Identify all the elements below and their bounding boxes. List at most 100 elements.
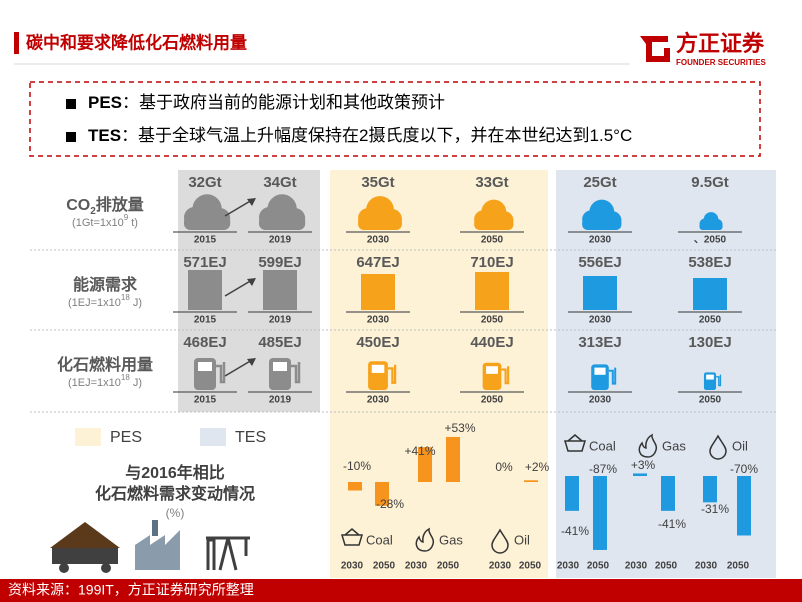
- cell-year: 2015: [194, 395, 217, 406]
- cell-value: 468EJ: [183, 334, 226, 351]
- row-label-part: CO: [66, 197, 90, 214]
- change-bar: [446, 436, 460, 482]
- cell-year: 2030: [367, 315, 390, 326]
- coal-cart-icon: [563, 434, 587, 452]
- cloud-part: [259, 215, 306, 230]
- trend-arrow: [224, 199, 253, 217]
- row-unit: (1EJ=1x1018 J): [68, 373, 142, 389]
- change-label: -70%: [730, 462, 758, 476]
- change-bar: [524, 480, 538, 482]
- pump-hose: [501, 366, 510, 385]
- change-label: -87%: [589, 462, 617, 476]
- pump-hose: [716, 374, 722, 387]
- block: [361, 274, 395, 310]
- change-label: -10%: [343, 459, 371, 473]
- cloud-icon: [259, 194, 306, 230]
- pump-hose: [291, 362, 301, 384]
- unit-part: (1EJ=1x10: [68, 297, 121, 309]
- year-label: 2050: [587, 561, 610, 572]
- change-bar: [633, 473, 647, 476]
- cloud-part: [358, 216, 402, 230]
- cell-value: 538EJ: [688, 254, 731, 271]
- row-label-sub: 2: [90, 206, 96, 217]
- cell-year: 、2050: [694, 235, 727, 246]
- unit-sup: 18: [121, 373, 130, 382]
- title-marker: [14, 32, 19, 54]
- arrow-head: [247, 198, 256, 206]
- legend-swatch: [75, 428, 101, 446]
- legend-label: TES: [235, 429, 266, 446]
- legend-label: PES: [110, 429, 142, 446]
- cell-value: 313EJ: [578, 334, 621, 351]
- fuel-label: Coal: [589, 438, 616, 453]
- change-bar: [375, 482, 389, 506]
- change-label: 0%: [495, 460, 513, 474]
- year-label: 2030: [405, 561, 428, 572]
- cell-value: 556EJ: [578, 254, 621, 271]
- block: [188, 270, 222, 310]
- fuel-pump-icon: [703, 372, 722, 390]
- bullet: [66, 132, 76, 142]
- drop-icon: [491, 528, 509, 554]
- fuel-pump-icon: [368, 361, 397, 390]
- block: [263, 270, 297, 310]
- cell-value: 130EJ: [688, 334, 731, 351]
- factory-icon: [135, 530, 180, 570]
- row-unit: (1EJ=1x1018 J): [68, 293, 142, 309]
- fuel-label: Gas: [439, 532, 463, 547]
- cell-year: 2050: [481, 235, 504, 246]
- demand-block: [263, 270, 297, 310]
- arrow-head: [247, 278, 256, 286]
- change-bar: [703, 476, 717, 503]
- unit-sup: 9: [124, 213, 129, 222]
- cell-value: 647EJ: [356, 254, 399, 271]
- cell-value: 450EJ: [356, 334, 399, 351]
- demand-block: [583, 276, 617, 310]
- cell-year: 2030: [589, 395, 612, 406]
- row-label: CO2排放量: [66, 195, 144, 216]
- coal-cart-icon: [340, 528, 364, 546]
- change-bar: [565, 476, 579, 511]
- drop-icon: [709, 434, 727, 460]
- cell-value: 485EJ: [258, 334, 301, 351]
- cell-year: 2015: [194, 235, 217, 246]
- trend-arrow: [224, 279, 253, 297]
- change-label: -31%: [701, 502, 729, 516]
- cloud-icon: [474, 199, 514, 230]
- pump-window: [198, 362, 212, 371]
- year-label: 2050: [373, 561, 396, 572]
- comparison-title: 化石燃料需求变动情况: [95, 484, 255, 503]
- change-label: +2%: [525, 460, 550, 474]
- pump-window: [594, 367, 606, 375]
- cloud-part: [582, 217, 622, 230]
- cell-value: 32Gt: [188, 174, 221, 191]
- pump-window: [273, 362, 287, 371]
- change-label: +3%: [631, 458, 656, 472]
- cell-value: 571EJ: [183, 254, 226, 271]
- logo-name: 方正证券: [676, 31, 765, 56]
- coal-cart: [52, 548, 118, 564]
- cell-year: 2030: [589, 235, 612, 246]
- change-bar: [737, 476, 751, 536]
- cell-value: 25Gt: [583, 174, 616, 191]
- fuel-label: Gas: [662, 438, 686, 453]
- note-term: TES: [88, 126, 121, 145]
- comparison-title: 与2016年相比: [125, 463, 225, 482]
- cell-value: 440EJ: [470, 334, 513, 351]
- cloud-icon: [582, 199, 622, 230]
- pes-bg: [330, 170, 548, 578]
- year-label: 2050: [437, 561, 460, 572]
- change-label: -41%: [658, 517, 686, 531]
- fuel-label: Oil: [732, 438, 748, 453]
- cell-year: 2030: [367, 235, 390, 246]
- change-label: +53%: [444, 421, 475, 435]
- cell-year: 2015: [194, 315, 217, 326]
- change-bar: [348, 482, 362, 491]
- change-label: -41%: [561, 524, 589, 538]
- cloud-part: [474, 217, 514, 230]
- bullet: [66, 99, 76, 109]
- change-label: -28%: [376, 497, 404, 511]
- flame-icon: [638, 433, 658, 458]
- block: [583, 276, 617, 310]
- demand-block: [361, 274, 395, 310]
